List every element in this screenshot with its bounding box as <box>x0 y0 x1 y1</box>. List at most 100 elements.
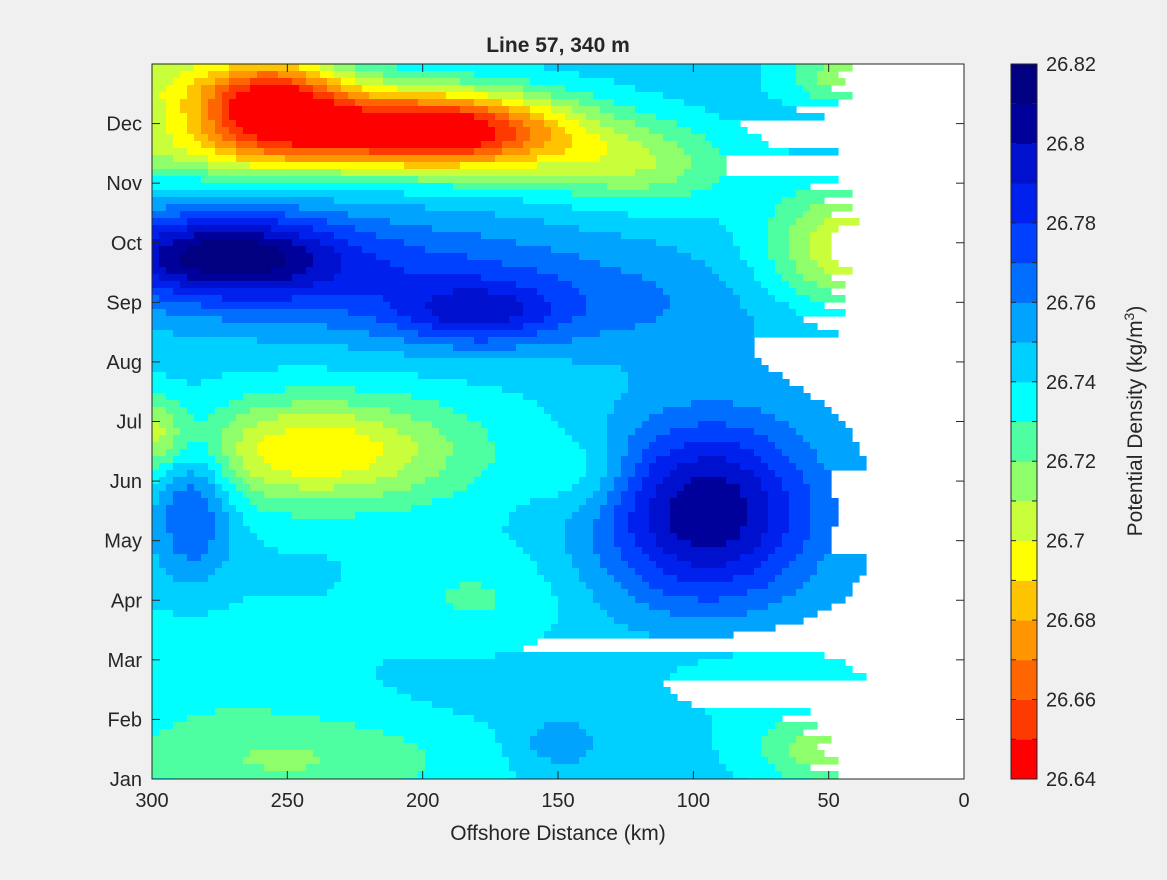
contour-cell <box>796 463 825 471</box>
contour-cell <box>355 428 398 436</box>
contour-cell <box>677 533 741 541</box>
contour-cell <box>579 225 727 233</box>
contour-cell <box>453 288 489 296</box>
contour-cell <box>222 470 237 478</box>
contour-cell <box>635 120 678 128</box>
contour-cell <box>614 400 692 408</box>
contour-cell <box>761 484 783 492</box>
contour-cell <box>152 708 216 716</box>
contour-cell <box>481 141 503 149</box>
contour-cell <box>292 239 321 247</box>
contour-cell <box>152 148 188 156</box>
contour-cell <box>152 372 167 380</box>
contour-cell <box>173 491 202 499</box>
contour-cell <box>817 456 867 464</box>
contour-cell <box>460 106 489 114</box>
contour-cell <box>180 281 314 289</box>
contour-cell <box>208 498 223 506</box>
contour-cell <box>607 463 622 471</box>
contour-cell <box>530 743 594 751</box>
contour-cell <box>537 155 601 163</box>
contour-cell <box>173 134 195 142</box>
contour-cell <box>817 281 846 289</box>
contour-cell <box>152 218 188 226</box>
contour-cell <box>817 561 867 569</box>
contour-cell <box>761 477 783 485</box>
contour-cell <box>810 505 839 513</box>
contour-cell <box>208 106 223 114</box>
contour-cell <box>607 442 629 450</box>
contour-cell <box>201 302 391 310</box>
contour-cell <box>740 246 769 254</box>
contour-cell <box>789 253 811 261</box>
contour-cell <box>180 253 286 261</box>
contour-cell <box>516 540 566 548</box>
contour-cell <box>544 113 566 121</box>
contour-cell <box>425 764 510 772</box>
contour-cell <box>677 491 741 499</box>
contour-cell <box>299 64 321 72</box>
contour-cell <box>299 484 335 492</box>
contour-cell <box>768 729 804 737</box>
contour-cell <box>152 568 167 576</box>
contour-cell <box>397 687 671 695</box>
contour-cell <box>593 547 622 555</box>
contour-cell <box>166 120 188 128</box>
contour-cell <box>236 155 286 163</box>
contour-cell <box>600 484 615 492</box>
contour-cell <box>397 428 440 436</box>
contour-cell <box>684 484 741 492</box>
contour-cell <box>383 680 664 688</box>
contour-cell <box>285 428 356 436</box>
contour-cell <box>306 71 321 79</box>
contour-cell <box>796 309 846 317</box>
contour-cell <box>152 393 167 401</box>
contour-cell <box>712 715 783 723</box>
contour-cell <box>439 316 510 324</box>
contour-cell <box>355 64 398 72</box>
contour-cell <box>397 85 475 93</box>
contour-cell <box>159 561 223 569</box>
colorbar-band <box>1011 540 1037 581</box>
contour-cell <box>264 764 307 772</box>
contour-cell <box>586 582 622 590</box>
contour-cell <box>320 757 426 765</box>
contour-cell <box>229 547 279 555</box>
contour-cell <box>565 428 608 436</box>
contour-cell <box>446 596 496 604</box>
contour-cell <box>544 141 573 149</box>
contour-cell <box>747 498 769 506</box>
contour-cell <box>614 127 650 135</box>
contour-cell <box>152 750 251 758</box>
contour-cell <box>698 456 727 464</box>
contour-cell <box>418 330 538 338</box>
contour-cell <box>341 253 377 261</box>
contour-cell <box>173 722 356 730</box>
contour-cell <box>810 246 832 254</box>
contour-cell <box>173 155 209 163</box>
contour-cell <box>796 218 825 226</box>
contour-cell <box>418 176 678 184</box>
contour-cell <box>222 316 377 324</box>
contour-cell <box>215 141 237 149</box>
contour-cell <box>649 519 671 527</box>
contour-cell <box>621 463 636 471</box>
contour-cell <box>250 526 503 534</box>
contour-cell <box>418 743 503 751</box>
contour-cell <box>152 253 160 261</box>
contour-cell <box>376 253 468 261</box>
contour-cell <box>600 106 636 114</box>
contour-cell <box>173 141 202 149</box>
colorbar-tick-label: 26.8 <box>1046 133 1085 155</box>
contour-cell <box>656 456 699 464</box>
contour-cell <box>152 687 398 695</box>
contour-cell <box>257 71 279 79</box>
contour-cell <box>810 484 832 492</box>
contour-cell <box>509 106 531 114</box>
contour-cell <box>369 463 405 471</box>
contour-cell <box>607 141 643 149</box>
contour-cell <box>404 239 517 247</box>
contour-cell <box>222 435 244 443</box>
contour-cell <box>152 435 160 443</box>
contour-cell <box>579 442 608 450</box>
